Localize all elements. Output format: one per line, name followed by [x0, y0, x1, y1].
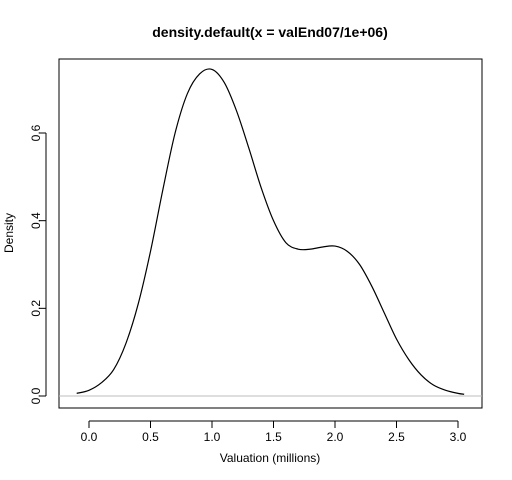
x-tick-label: 1.0	[204, 430, 221, 444]
x-tick-label: 0.5	[142, 430, 159, 444]
y-axis: 0.0 0.2 0.4 0.6	[29, 124, 47, 404]
x-axis-label: Valuation (millions)	[220, 451, 320, 465]
y-tick-label: 0.6	[29, 124, 43, 141]
density-curve	[76, 68, 465, 395]
x-tick-label: 1.5	[265, 430, 282, 444]
x-tick-label: 3.0	[450, 430, 467, 444]
plot-box	[58, 58, 483, 409]
y-axis-label: Density	[2, 213, 16, 253]
series-layer	[76, 68, 465, 395]
y-tick-label: 0.4	[29, 212, 43, 229]
x-tick-label: 2.0	[327, 430, 344, 444]
y-tick-label: 0.0	[29, 387, 43, 404]
x-axis: 0.0 0.5 1.0 1.5 2.0 2.5 3.0	[81, 420, 467, 444]
x-tick-label: 0.0	[81, 430, 98, 444]
x-tick-label: 2.5	[388, 430, 405, 444]
y-tick-label: 0.2	[29, 300, 43, 317]
chart-title: density.default(x = valEnd07/1e+06)	[152, 24, 388, 40]
